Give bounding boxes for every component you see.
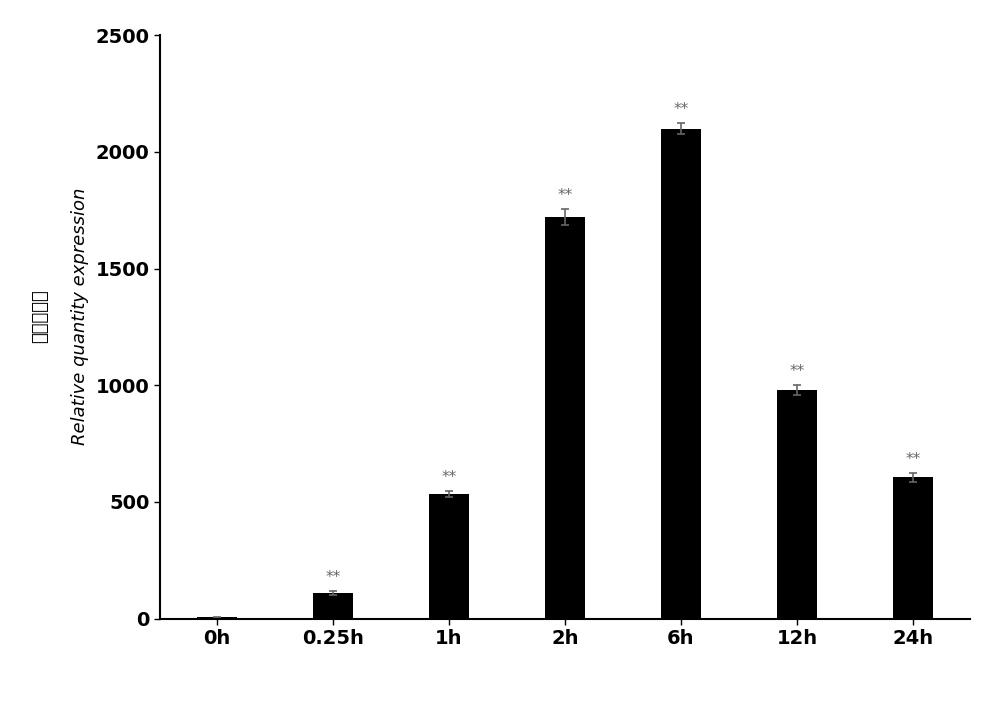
Text: Relative quantity expression: Relative quantity expression bbox=[71, 188, 89, 445]
Bar bbox=[429, 494, 469, 619]
Text: **: ** bbox=[325, 570, 341, 586]
Text: 相对表达量: 相对表达量 bbox=[31, 290, 49, 343]
Text: **: ** bbox=[905, 453, 921, 467]
Bar bbox=[777, 390, 817, 619]
Bar bbox=[197, 617, 237, 619]
Text: **: ** bbox=[557, 188, 573, 203]
Bar bbox=[313, 593, 353, 619]
Text: **: ** bbox=[673, 102, 689, 117]
Bar bbox=[893, 477, 933, 619]
Text: **: ** bbox=[441, 470, 457, 485]
Bar bbox=[661, 129, 701, 619]
Text: **: ** bbox=[789, 364, 805, 380]
Bar bbox=[545, 217, 585, 619]
